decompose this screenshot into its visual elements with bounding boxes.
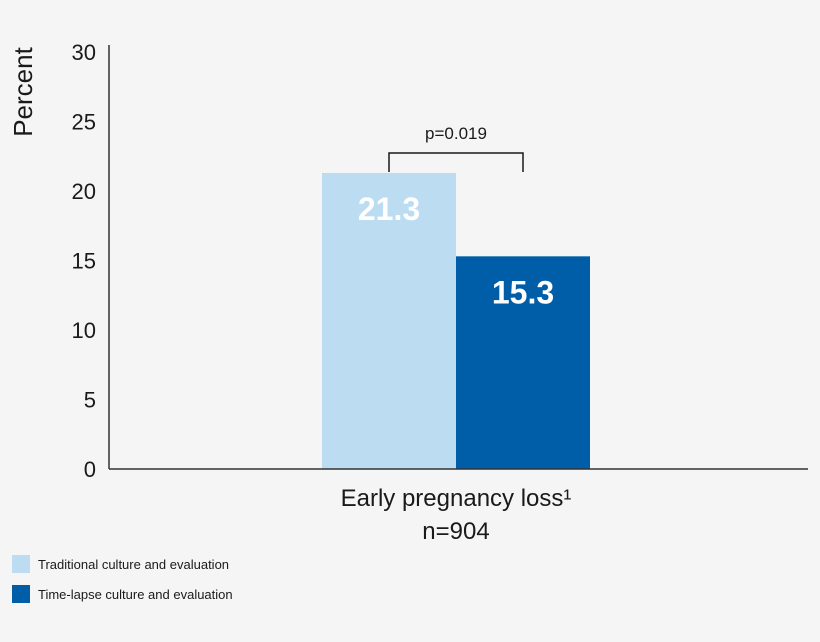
- y-tick-label: 5: [84, 388, 96, 413]
- category-sublabel: n=904: [422, 518, 489, 545]
- p-value-label: p=0.019: [425, 124, 487, 143]
- legend-item-time-lapse: Time-lapse culture and evaluation: [12, 579, 233, 609]
- bar-time-lapse-value-label: 15.3: [492, 274, 554, 310]
- y-tick-label: 10: [72, 318, 96, 343]
- y-tick-label: 0: [84, 457, 96, 482]
- y-axis-title: Percent: [8, 46, 38, 136]
- legend-swatch-time-lapse: [12, 585, 30, 603]
- legend-swatch-traditional: [12, 555, 30, 573]
- legend-label-time-lapse: Time-lapse culture and evaluation: [38, 586, 233, 602]
- y-tick-label: 30: [72, 40, 96, 65]
- bar-traditional: [322, 172, 456, 469]
- category-label: Early pregnancy loss¹: [341, 485, 572, 512]
- legend-item-traditional: Traditional culture and evaluation: [12, 549, 233, 579]
- legend: Traditional culture and evaluation Time-…: [12, 549, 233, 609]
- legend-label-traditional: Traditional culture and evaluation: [38, 556, 230, 572]
- y-tick-label: 15: [72, 249, 96, 274]
- y-tick-label: 25: [72, 110, 96, 135]
- bar-traditional-value-label: 21.3: [358, 191, 420, 227]
- y-tick-label: 20: [72, 179, 96, 204]
- bar-time-lapse: [456, 256, 590, 469]
- significance-bracket: [388, 152, 524, 172]
